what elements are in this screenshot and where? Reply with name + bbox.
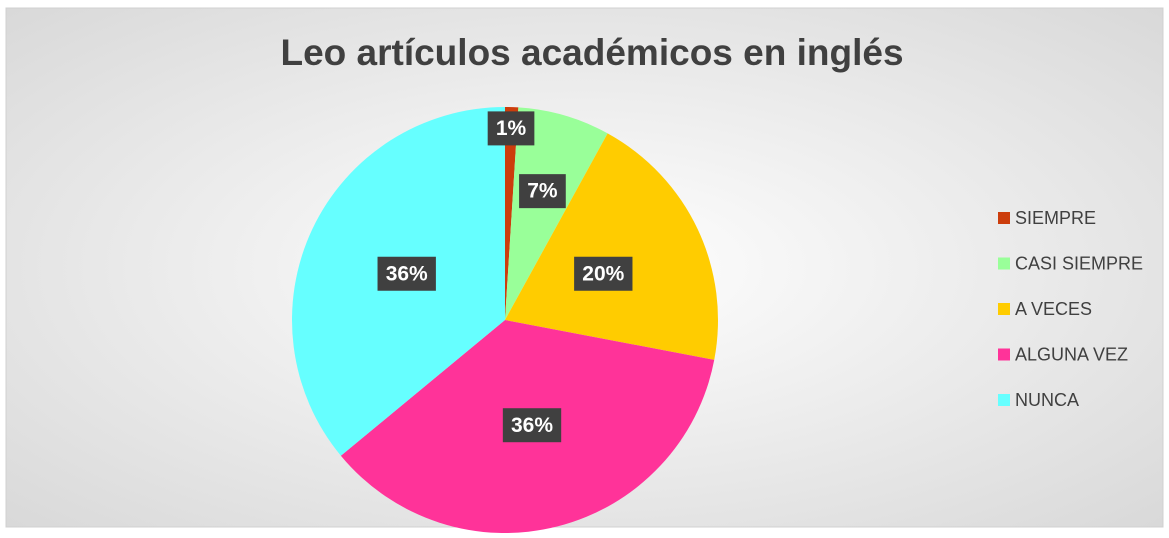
legend-label: ALGUNA VEZ xyxy=(1015,344,1128,364)
legend-label: SIEMPRE xyxy=(1015,208,1096,228)
data-label-box xyxy=(519,174,566,209)
data-label: 1% xyxy=(496,117,527,140)
data-label: 20% xyxy=(582,262,624,285)
legend-swatch xyxy=(998,257,1010,270)
legend-swatch xyxy=(998,212,1010,224)
pie-slice xyxy=(505,133,718,360)
legend-label: A VECES xyxy=(1015,299,1092,319)
legend-label: CASI SIEMPRE xyxy=(1015,253,1143,273)
legend-swatch xyxy=(998,303,1010,315)
data-label-box xyxy=(377,256,436,291)
data-label-box xyxy=(502,408,562,443)
pie-slice xyxy=(505,107,608,320)
pie-slice xyxy=(505,107,519,320)
chart-title: Leo artículos académicos en inglés xyxy=(280,32,903,73)
data-label: 36% xyxy=(511,414,553,437)
data-label: 7% xyxy=(527,180,558,203)
legend-label: NUNCA xyxy=(1015,390,1079,410)
data-label-box xyxy=(574,256,633,291)
data-label: 36% xyxy=(386,262,428,285)
legend-swatch xyxy=(998,394,1010,406)
data-label-box xyxy=(487,111,535,146)
legend-swatch xyxy=(998,348,1010,361)
